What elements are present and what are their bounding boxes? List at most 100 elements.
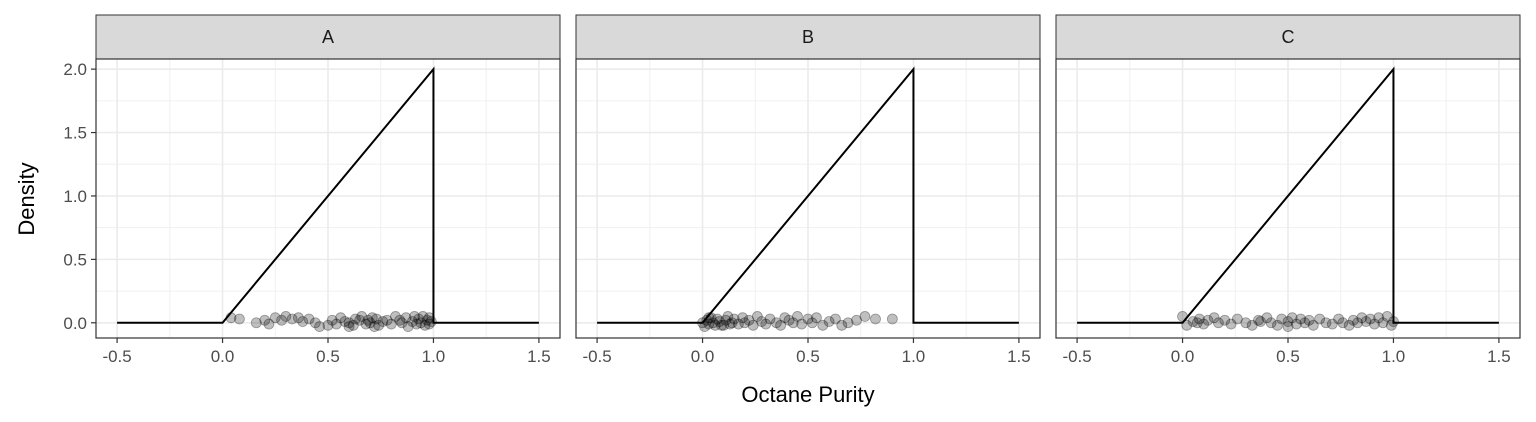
data-point: [737, 312, 749, 324]
data-point: [787, 317, 799, 329]
data-point: [739, 317, 751, 329]
data-point: [1369, 318, 1380, 330]
data-point: [368, 321, 380, 332]
data-point: [354, 314, 366, 326]
data-point: [343, 317, 355, 329]
data-point: [390, 311, 401, 322]
x-tick-label: 1.5: [1007, 347, 1031, 366]
data-point: [697, 317, 708, 329]
data-point: [402, 321, 414, 332]
data-point: [293, 312, 304, 324]
data-point: [1347, 314, 1359, 326]
y-axis-title: Density: [14, 162, 39, 235]
data-point: [331, 318, 342, 330]
data-point: [699, 321, 711, 332]
data-point: [718, 319, 730, 331]
data-point: [250, 317, 262, 329]
facet-panel-a: A -0.5 0.0 0.5 1.0 1.5: [95, 14, 561, 366]
data-point: [1333, 313, 1345, 325]
data-point: [364, 317, 376, 329]
data-point: [1219, 314, 1231, 326]
data-point: [362, 314, 374, 326]
data-point: [1261, 312, 1273, 324]
data-point: [806, 317, 818, 329]
data-point: [851, 314, 862, 326]
data-point: [409, 311, 420, 322]
data-point: [356, 311, 368, 322]
data-point: [726, 317, 738, 329]
data-point: [1231, 313, 1243, 325]
facet-strip-label: A: [322, 27, 334, 47]
y-axis: 0.0 0.5 1.0 1.5 2.0: [63, 60, 96, 333]
data-point: [303, 313, 315, 325]
data-point: [1272, 319, 1283, 331]
data-point: [1253, 314, 1264, 326]
y-tick-label: 0.0: [63, 314, 87, 333]
data-point: [728, 313, 740, 325]
data-point: [371, 313, 382, 325]
x-tick-label: 0.0: [691, 347, 715, 366]
data-point: [1202, 314, 1214, 326]
data-point: [711, 313, 723, 325]
data-point: [830, 313, 841, 325]
data-point: [1194, 313, 1205, 325]
data-point: [406, 316, 418, 327]
data-point: [714, 316, 725, 327]
data-point: [1320, 317, 1332, 329]
x-tick-label: 0.5: [796, 347, 820, 366]
x-tick-label: 0.0: [1171, 347, 1195, 366]
data-point: [309, 317, 321, 329]
data-point: [1352, 317, 1363, 329]
data-point: [859, 311, 871, 322]
data-point: [366, 312, 378, 324]
data-point: [802, 313, 814, 325]
data-point: [1177, 311, 1188, 322]
data-point: [1191, 317, 1203, 329]
facet-panel-c: C -0.5 0.0 0.5 1.0 1.5: [1055, 14, 1521, 366]
data-point: [1187, 316, 1199, 327]
data-point: [1381, 311, 1393, 322]
data-point: [783, 314, 795, 326]
data-point: [817, 319, 829, 331]
data-point: [823, 316, 835, 327]
data-point: [701, 314, 713, 326]
data-point: [423, 312, 435, 324]
data-point: [419, 319, 431, 331]
data-point: [836, 319, 848, 331]
data-point: [751, 311, 763, 322]
y-tick-label: 1.5: [63, 124, 87, 143]
x-tick-label: 0.5: [1276, 347, 1300, 366]
data-point: [724, 318, 736, 330]
data-point: [1246, 319, 1258, 331]
data-point: [280, 311, 292, 322]
data-point: [720, 314, 732, 326]
data-point: [381, 314, 393, 326]
y-tick-label: 2.0: [63, 60, 87, 79]
x-tick-label: 0.5: [316, 347, 340, 366]
data-point: [792, 311, 803, 322]
data-point: [1373, 312, 1385, 324]
data-point: [225, 312, 237, 324]
data-point: [1385, 319, 1397, 331]
data-point: [335, 312, 347, 324]
data-point: [297, 316, 309, 327]
data-point: [1356, 312, 1368, 324]
data-point: [322, 319, 334, 331]
data-point: [1276, 313, 1288, 325]
data-point: [1282, 321, 1294, 332]
data-point: [1181, 319, 1193, 331]
y-tick-label: 0.5: [63, 250, 87, 269]
data-point: [396, 317, 408, 329]
data-point: [259, 314, 271, 326]
data-point: [770, 317, 782, 329]
data-point: [709, 319, 721, 331]
data-point: [400, 312, 412, 324]
data-point: [347, 319, 359, 331]
data-point: [1337, 317, 1349, 329]
data-point: [747, 319, 759, 331]
data-point: [1198, 318, 1210, 330]
x-tick-label: 1.0: [1382, 347, 1406, 366]
facet-strip-label: C: [1282, 27, 1295, 47]
data-point: [423, 318, 435, 330]
